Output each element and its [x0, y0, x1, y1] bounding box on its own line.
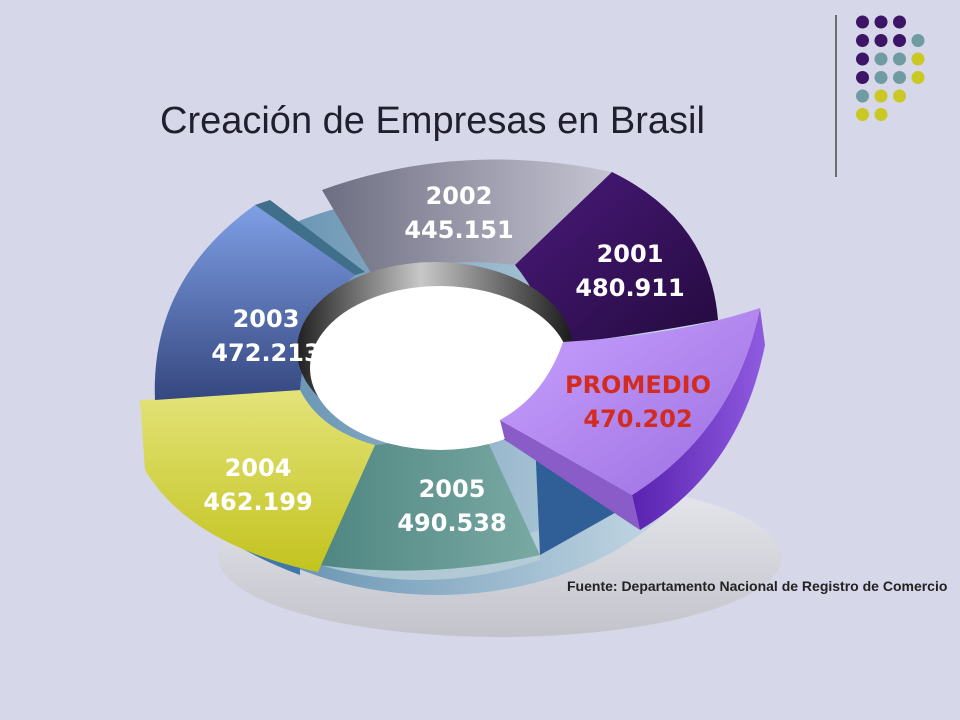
slice-label-name: 2002 [426, 182, 493, 210]
decorative-dot [874, 108, 888, 121]
slice-label-value: 490.538 [397, 509, 506, 537]
slice-label-2005: 2005 490.538 [397, 475, 506, 537]
slice-2003-edge [255, 200, 365, 275]
slice-promedio [500, 308, 760, 495]
slice-label-2003: 2003 472.213 [211, 305, 320, 367]
slice-label-value: 470.202 [583, 405, 692, 433]
decorative-dot [911, 71, 925, 84]
slice-label-name: 2005 [419, 475, 486, 503]
decorative-divider [835, 15, 837, 177]
slice-promedio-front [500, 420, 640, 530]
decorative-dot [874, 89, 888, 103]
decorative-dot [874, 34, 888, 47]
slice-label-2002: 2002 445.151 [404, 182, 513, 244]
decorative-dot [856, 52, 869, 66]
slice-label-name: 2001 [597, 240, 664, 268]
decorative-dot [856, 15, 869, 29]
decorative-dot [911, 34, 925, 47]
slice-2005 [318, 425, 540, 571]
decorative-dot [856, 108, 869, 121]
decorative-dot [893, 52, 906, 66]
side-blue [480, 425, 620, 555]
slice-2002 [322, 159, 612, 280]
decorative-dot [874, 52, 888, 66]
decorative-dot [893, 89, 906, 103]
decorative-dot [856, 34, 869, 47]
slice-label-name: 2003 [233, 305, 300, 333]
page-title: Creación de Empresas en Brasil [160, 100, 705, 142]
chart-source-note: Fuente: Departamento Nacional de Registr… [567, 578, 948, 594]
slice-2004 [140, 390, 375, 572]
decorative-dot [911, 52, 925, 66]
slice-label-value: 445.151 [404, 216, 513, 244]
slice-label-2004: 2004 462.199 [203, 454, 312, 516]
decorative-dot-grid [856, 15, 925, 121]
decorative-dot [893, 15, 906, 29]
slice-label-value: 480.911 [575, 274, 684, 302]
decorative-dot [856, 71, 869, 84]
slice-label-name: 2004 [225, 454, 292, 482]
donut-hole [310, 286, 570, 450]
slice-label-value: 472.213 [211, 339, 320, 367]
decorative-dot [893, 34, 906, 47]
slice-promedio-side [632, 308, 765, 530]
slice-label-name: PROMEDIO [565, 371, 711, 399]
slice-2001 [515, 172, 718, 345]
slice-label-value: 462.199 [203, 488, 312, 516]
slice-label-promedio: PROMEDIO 470.202 [565, 371, 711, 433]
slice-label-2001: 2001 480.911 [575, 240, 684, 302]
decorative-dot [893, 71, 906, 84]
decorative-dot [874, 15, 888, 29]
decorative-dot [856, 89, 869, 103]
decorative-dot [874, 71, 888, 84]
